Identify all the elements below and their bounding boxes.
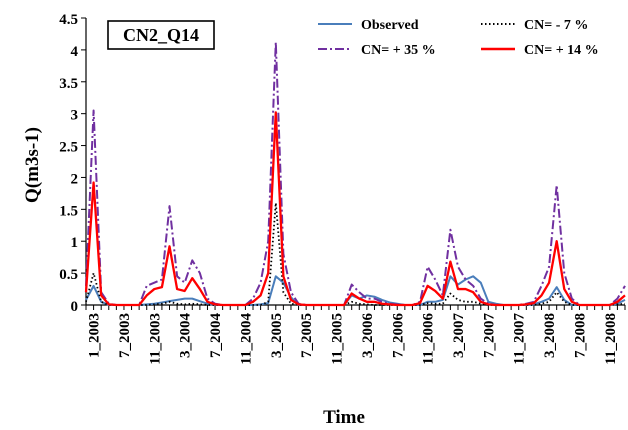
x-tick-label: 7_2008: [572, 313, 588, 358]
x-tick-label: 11_2008: [603, 313, 619, 365]
x-tick-label: 3_2007: [451, 313, 467, 359]
y-tick-label: 1: [71, 235, 79, 251]
y-tick-label: 0.5: [59, 267, 78, 283]
legend-item-observed: Observed: [318, 18, 419, 33]
x-tick-label: 3_2008: [542, 313, 558, 358]
x-tick-label: 7_2003: [117, 313, 133, 358]
legend: Observed CN= + 35 % CN= - 7 % CN= + 14 %: [318, 18, 599, 58]
x-tick-label: 11_2007: [512, 313, 528, 365]
legend-label: CN= + 35 %: [361, 43, 436, 58]
chart-title: CN2_Q14: [123, 25, 199, 45]
x-tick-label: 7_2006: [390, 313, 406, 359]
series-layer: [84, 41, 626, 307]
legend-label: Observed: [361, 18, 419, 33]
series-line-cn-7: [85, 202, 626, 306]
x-tick-label: 1_2003: [87, 313, 103, 358]
x-tick-label: 3_2005: [269, 313, 285, 358]
legend-item-cn-35: CN= + 35 %: [318, 43, 436, 58]
x-axis-title: Time: [323, 407, 365, 428]
x-tick-label: 11_2003: [147, 313, 163, 365]
x-tick-label: 3_2004: [178, 313, 194, 359]
series-line-cn-14: [84, 111, 626, 307]
x-tick-label: 7_2004: [208, 313, 224, 359]
legend-item-cn-7: CN= - 7 %: [481, 18, 588, 33]
legend-item-cn-14: CN= + 14 %: [481, 43, 599, 58]
y-tick-label: 3.5: [59, 76, 78, 92]
y-tick-label: 1.5: [59, 203, 78, 219]
x-tick-label: 11_2006: [421, 313, 437, 365]
y-tick-label: 4.5: [59, 12, 78, 28]
y-tick-label: 4: [71, 44, 79, 60]
chart-title-box: CN2_Q14: [107, 20, 215, 50]
y-tick-label: 2.5: [59, 140, 78, 156]
x-tick-label: 7_2007: [481, 313, 497, 359]
y-axis-title: Q(m3s-1): [22, 127, 43, 203]
axes: 0 0.5 1 1.5 2 2.5 3 3.5 4 4.5 1_2003 7_2003 11_2003 3…: [59, 12, 626, 365]
x-tick-label: 3_2006: [360, 313, 376, 359]
y-tick-label: 2: [71, 171, 79, 187]
chart-title-frame: [107, 20, 215, 50]
y-tick-label: 0: [71, 299, 79, 315]
legend-label: CN= - 7 %: [524, 18, 588, 33]
x-tick-label: 11_2004: [238, 313, 254, 365]
legend-label: CN= + 14 %: [524, 43, 599, 58]
x-tick-label: 11_2005: [330, 313, 346, 365]
y-tick-label: 3: [71, 108, 79, 124]
x-tick-label: 7_2005: [299, 313, 315, 358]
